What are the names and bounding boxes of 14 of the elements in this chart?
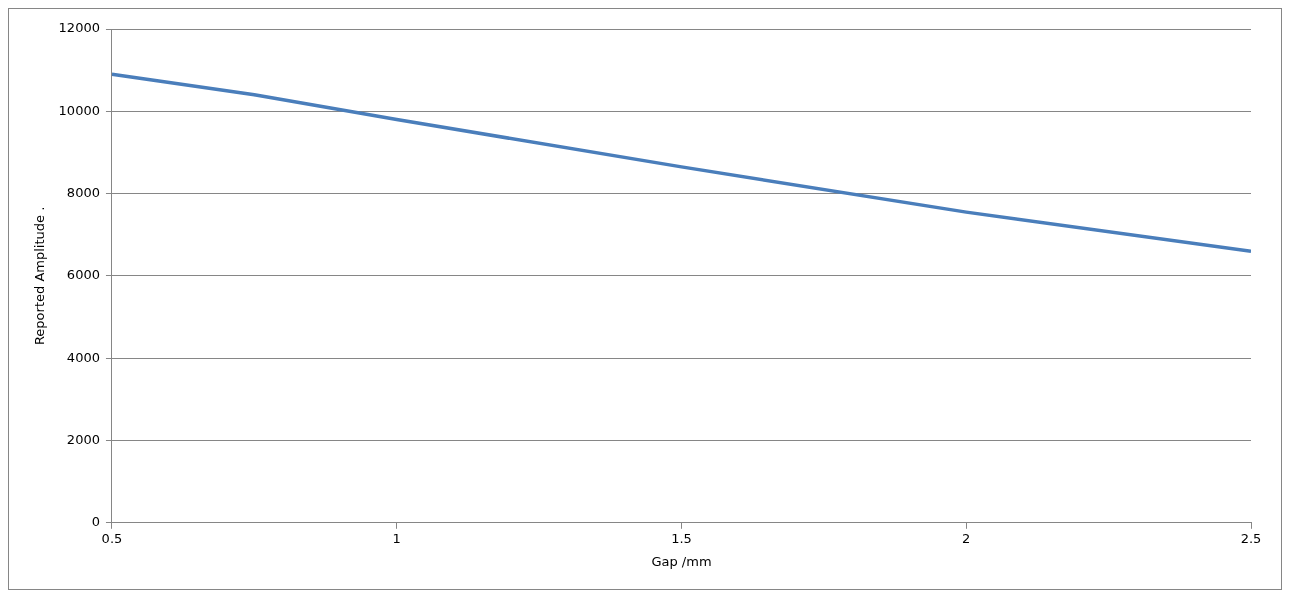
x-axis-title: Gap /mm (651, 553, 712, 569)
y-tick-label: 8000 (66, 184, 100, 200)
y-tick-label: 6000 (66, 267, 100, 283)
y-axis-title: Reported Amplitude . (32, 206, 48, 346)
x-tick-label: 1 (392, 530, 401, 546)
y-tick-label: 4000 (66, 349, 100, 365)
x-tick-label: 0.5 (101, 530, 123, 546)
y-tick-label: 10000 (58, 102, 100, 118)
x-tick-label: 1.5 (671, 530, 692, 546)
y-tick-label: 0 (91, 514, 100, 530)
y-tick-label: 2000 (66, 431, 100, 447)
x-tick-label: 2 (962, 530, 971, 546)
x-tick-label: 2.5 (1240, 530, 1262, 546)
y-tick-label: 12000 (58, 20, 100, 36)
